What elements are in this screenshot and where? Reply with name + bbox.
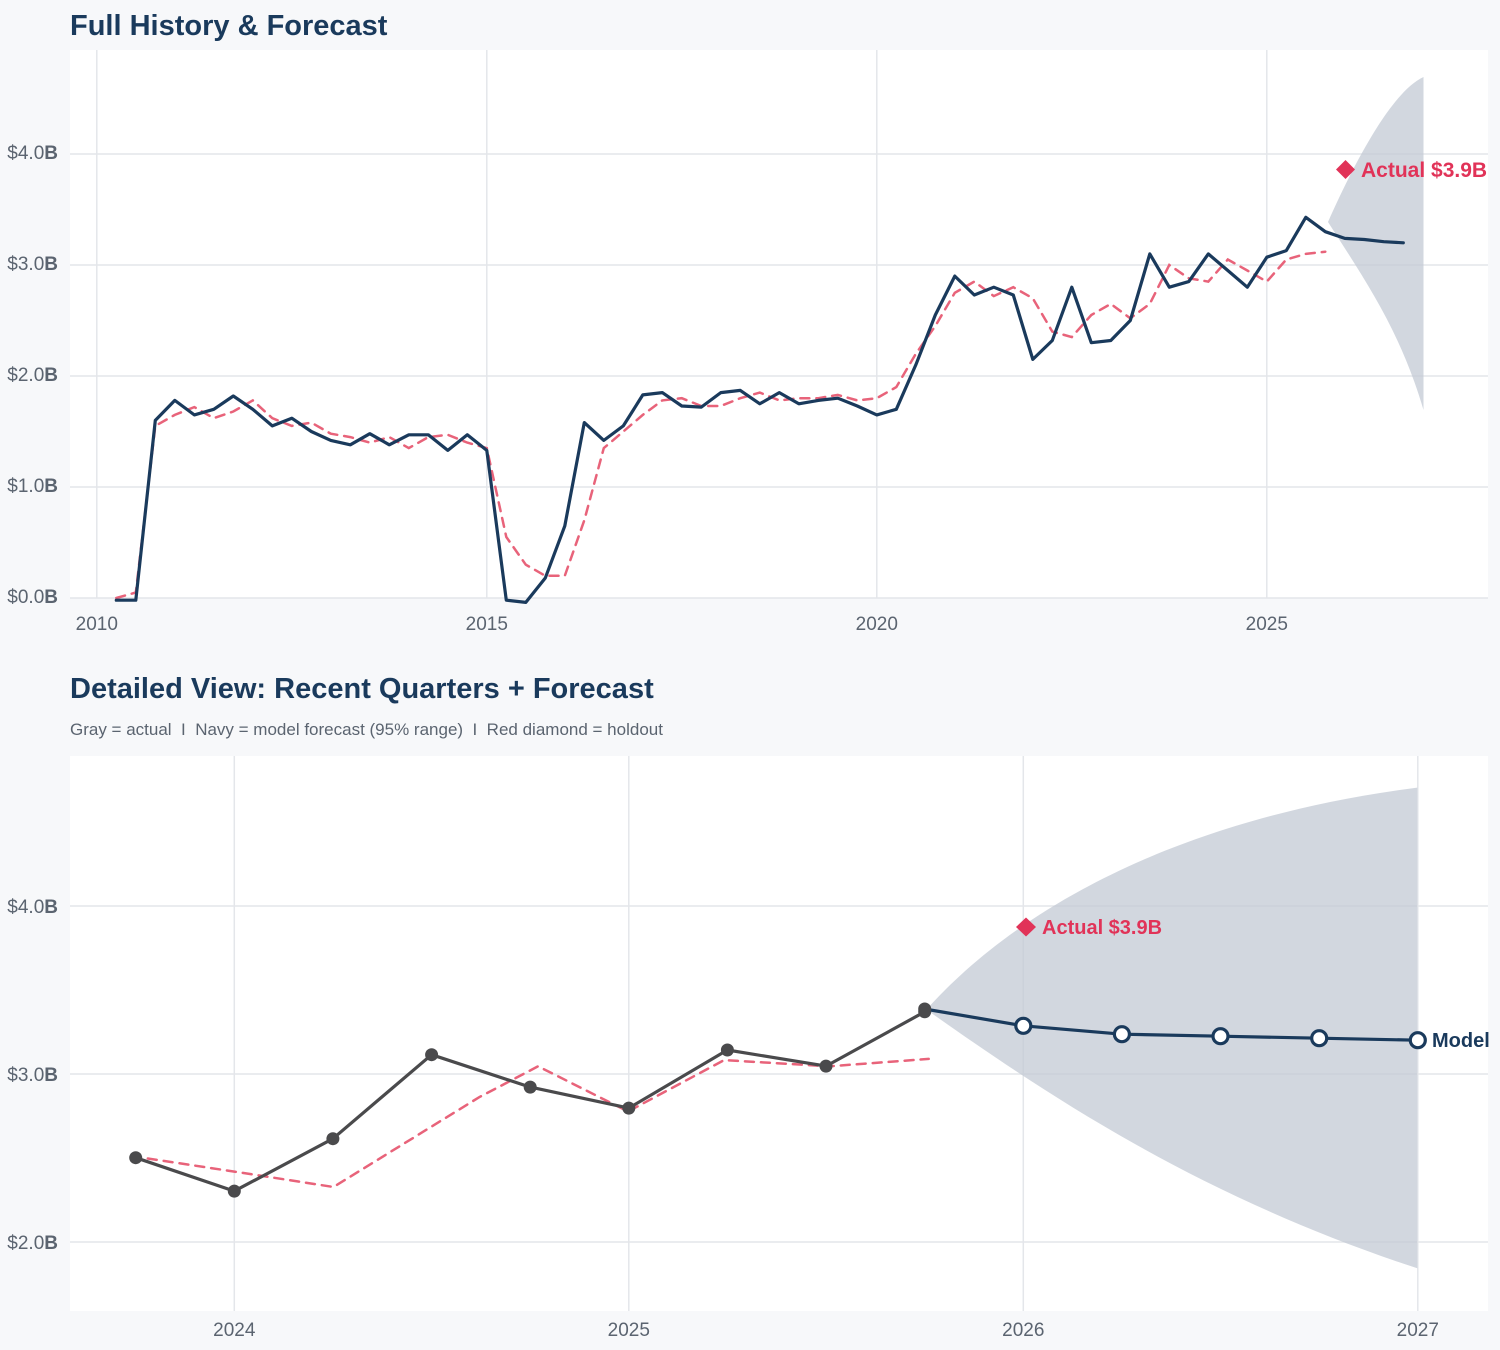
svg-text:$0.0B: $0.0B — [7, 587, 58, 608]
svg-text:2020: 2020 — [856, 614, 898, 635]
svg-text:$3.0B: $3.0B — [7, 254, 58, 275]
svg-text:2027: 2027 — [1397, 1320, 1439, 1341]
svg-text:$3.0B: $3.0B — [7, 1065, 58, 1086]
svg-text:2024: 2024 — [213, 1320, 256, 1341]
svg-text:$2.0B: $2.0B — [7, 365, 58, 386]
svg-text:$4.0B: $4.0B — [7, 897, 58, 918]
svg-text:2025: 2025 — [1246, 614, 1288, 635]
svg-text:Actual $3.9B: Actual $3.9B — [1042, 917, 1162, 939]
svg-text:Model: Model — [1432, 1030, 1490, 1052]
svg-text:2015: 2015 — [466, 614, 508, 635]
svg-text:$1.0B: $1.0B — [7, 476, 58, 497]
svg-text:Actual $3.9B: Actual $3.9B — [1361, 159, 1487, 182]
svg-text:$4.0B: $4.0B — [7, 143, 58, 164]
svg-text:2026: 2026 — [1002, 1320, 1044, 1341]
svg-text:$2.0B: $2.0B — [7, 1233, 58, 1254]
svg-text:2025: 2025 — [608, 1320, 650, 1341]
svg-text:2010: 2010 — [76, 614, 118, 635]
